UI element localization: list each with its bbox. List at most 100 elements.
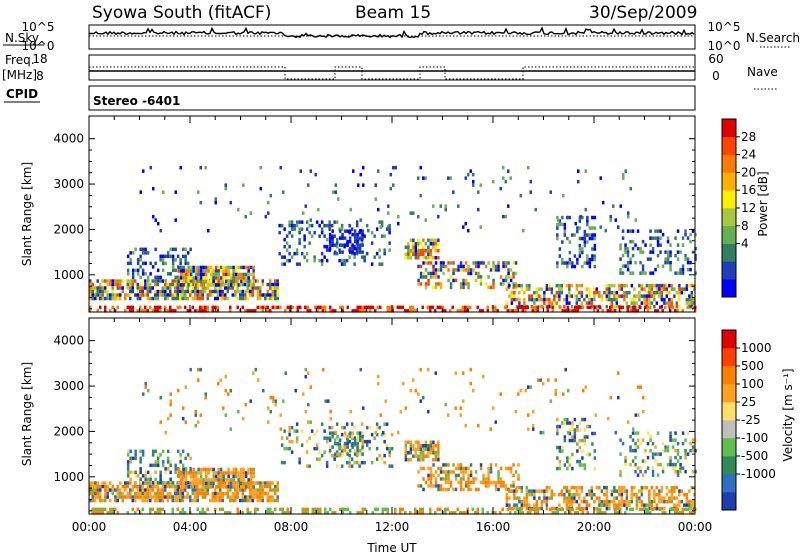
heatmap-cell — [353, 448, 357, 453]
heatmap-cell — [487, 470, 490, 474]
heatmap-cell — [643, 287, 646, 291]
heatmap-cell — [548, 297, 551, 302]
heatmap-cell — [573, 233, 577, 237]
heatmap-cell — [422, 275, 425, 279]
heatmap-cell — [543, 499, 546, 504]
heatmap-cell — [449, 470, 453, 474]
colorbar-swatch — [722, 243, 736, 262]
heatmap-cell — [247, 272, 250, 277]
heatmap-cell — [149, 511, 152, 515]
nsky-tick-top: 10^5 — [22, 20, 55, 34]
heatmap-cell — [89, 498, 92, 503]
heatmap-cell — [373, 234, 376, 238]
heatmap-cell — [571, 435, 574, 439]
heatmap-cell — [350, 457, 354, 461]
heatmap-cell — [437, 484, 440, 488]
heatmap-cell — [211, 498, 214, 503]
heatmap-cell — [397, 221, 400, 226]
heatmap-cell — [508, 503, 511, 507]
heatmap-cell — [348, 439, 351, 444]
heatmap-cell — [202, 272, 205, 277]
heatmap-cell — [399, 409, 402, 414]
heatmap-cell — [239, 498, 242, 503]
heatmap-cell — [422, 245, 425, 249]
heatmap-cell — [623, 485, 626, 490]
heatmap-cell — [199, 272, 203, 277]
heatmap-cell — [189, 265, 193, 270]
heatmap-cell — [266, 305, 269, 310]
heatmap-cell — [337, 197, 340, 201]
heatmap-cell — [561, 240, 564, 244]
heatmap-cell — [214, 474, 218, 479]
heatmap-cell — [690, 503, 694, 507]
heatmap-cell — [593, 215, 597, 220]
heatmap-cell — [129, 456, 132, 461]
heatmap-cell — [417, 238, 420, 242]
heatmap-cell — [429, 466, 433, 471]
heatmap-cell — [196, 498, 199, 503]
heatmap-cell — [497, 480, 500, 485]
heatmap-cell — [432, 285, 435, 290]
colorbar-tick-label: 500 — [741, 359, 764, 373]
heatmap-cell — [169, 293, 172, 297]
heatmap-cell — [637, 385, 640, 389]
heatmap-cell — [341, 305, 344, 310]
heatmap-cell — [181, 507, 184, 512]
heatmap-cell — [356, 305, 359, 310]
heatmap-cell — [136, 286, 139, 290]
heatmap-cell — [305, 258, 309, 263]
heatmap-cell — [206, 491, 209, 496]
heatmap-cell — [126, 474, 130, 478]
heatmap-cell — [513, 283, 516, 288]
heatmap-cell — [486, 305, 489, 310]
heatmap-cell — [459, 477, 463, 481]
heatmap-cell — [227, 272, 230, 277]
heatmap-cell — [126, 484, 129, 489]
heatmap-cell — [269, 511, 272, 515]
heatmap-cell — [232, 474, 235, 479]
heatmap-cell — [264, 214, 267, 219]
heatmap-cell — [327, 399, 330, 403]
heatmap-cell — [179, 265, 183, 270]
heatmap-cell — [353, 438, 357, 442]
heatmap-cell — [325, 258, 329, 263]
heatmap-cell — [512, 480, 515, 485]
heatmap-cell — [635, 506, 639, 511]
heatmap-cell — [212, 467, 215, 472]
heatmap-cell — [89, 305, 92, 310]
heatmap-cell — [280, 262, 284, 266]
heatmap-cell — [561, 215, 564, 220]
heatmap-cell — [358, 431, 362, 435]
heatmap-cell — [656, 229, 660, 233]
heatmap-cell — [288, 251, 291, 256]
heatmap-cell — [361, 507, 364, 512]
heatmap-cell — [313, 230, 316, 235]
heatmap-cell — [171, 268, 175, 273]
heatmap-cell — [244, 289, 247, 294]
heatmap-cell — [613, 297, 616, 302]
heatmap-cell — [679, 462, 682, 467]
heatmap-cell — [274, 507, 277, 512]
heatmap-cell — [459, 463, 463, 467]
colorbar-swatch — [722, 208, 736, 227]
heatmap-cell — [196, 495, 199, 499]
heatmap-cell — [676, 507, 679, 512]
heatmap-cell — [492, 278, 495, 283]
heatmap-cell — [244, 276, 248, 280]
heatmap-cell — [242, 467, 245, 472]
heatmap-cell — [182, 272, 185, 277]
heatmap-cell — [224, 511, 227, 515]
heatmap-cell — [385, 443, 389, 447]
heatmap-cell — [515, 503, 519, 507]
heatmap-cell — [139, 247, 142, 252]
heatmap-cell — [201, 495, 204, 499]
heatmap-cell — [116, 279, 119, 283]
heatmap-cell — [373, 255, 376, 259]
heatmap-cell — [274, 282, 277, 287]
heatmap-cell — [434, 480, 438, 485]
heatmap-cell — [519, 507, 522, 512]
heatmap-cell — [219, 296, 222, 301]
heatmap-cell — [665, 492, 669, 497]
heatmap-cell — [94, 481, 97, 485]
heatmap-cell — [570, 294, 574, 298]
